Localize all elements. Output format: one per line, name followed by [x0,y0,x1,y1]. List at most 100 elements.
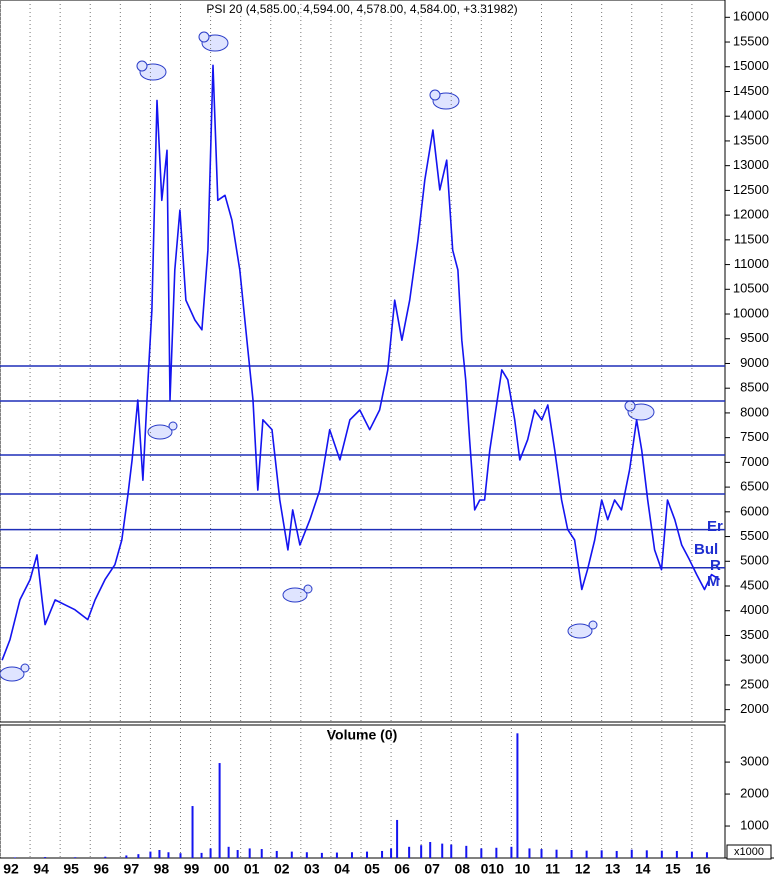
x-tick-label: 95 [63,861,79,877]
y-tick-label: 2000 [740,785,769,800]
x-tick-label: 06 [394,861,410,877]
x-tick-label: 08 [454,861,470,877]
bull-icon [147,421,178,440]
x-tick-label: 10 [515,861,531,877]
annotation: Er [707,518,723,535]
y-tick-label: 8500 [740,380,769,395]
y-tick-label: 7000 [740,454,769,469]
volume-bar [585,850,588,858]
volume-bar [227,846,230,858]
x-tick-label: 04 [334,861,350,877]
bear-icon [429,89,460,110]
y-tick-label: 14500 [733,83,769,98]
volume-bar [660,850,663,858]
bear-icon [136,60,167,81]
volume-bar [305,852,308,858]
volume-bar [630,849,633,858]
volume-bar [510,846,513,858]
x-tick-label: 13 [605,861,621,877]
volume-bar [149,851,152,858]
volume-bar [528,848,531,858]
bear-icon [198,31,229,52]
y-tick-label: 2000 [740,701,769,716]
volume-bar [191,806,194,858]
volume-bar [420,845,423,858]
y-tick-label: 1000 [740,817,769,832]
y-tick-label: 15000 [733,58,769,73]
x-tick-label: 14 [635,861,651,877]
y-tick-label: 2500 [740,676,769,691]
bear-icon [624,400,655,421]
x-tick-label: 00 [214,861,230,877]
volume-bar [690,851,693,858]
volume-bar [600,850,603,858]
price-line [1,64,721,661]
y-tick-label: 4500 [740,577,769,592]
y-tick-label: 5000 [740,553,769,568]
volume-bar [260,849,263,858]
y-tick-label: 9000 [740,355,769,370]
volume-bar [137,854,140,858]
y-tick-label: 9500 [740,330,769,345]
y-tick-label: 10500 [733,281,769,296]
price-panel [0,0,726,723]
y-tick-label: 11500 [734,231,769,246]
volume-unit: x1000 [734,846,764,858]
x-tick-label: 010 [481,861,505,877]
x-tick-label: 97 [124,861,140,877]
volume-bar [335,852,338,858]
x-tick-label: 16 [695,861,711,877]
volume-bar [236,850,239,858]
volume-bar [320,852,323,858]
volume-bar [408,846,411,858]
volume-bar [540,849,543,858]
volume-bar [495,847,498,858]
y-tick-label: 7500 [740,429,769,444]
volume-bar [615,850,618,858]
y-tick-label: 3000 [740,754,769,769]
volume-bar [480,848,483,858]
volume-bar [74,857,77,858]
volume-title: Volume (0) [327,727,398,743]
volume-bar [570,850,573,858]
volume-bar [350,852,353,858]
annotation: Bul [694,541,718,558]
volume-bar [14,857,17,858]
x-tick-label: 02 [274,861,290,877]
volume-bar [200,852,203,858]
volume-bar [645,850,648,858]
x-tick-label: 07 [424,861,440,877]
y-tick-label: 10000 [733,305,769,320]
y-tick-label: 3500 [740,627,769,642]
volume-bar [218,763,221,858]
volume-bar [555,849,558,858]
x-tick-label: 92 [3,861,19,877]
y-tick-label: 4000 [740,602,769,617]
bull-icon [282,584,313,603]
x-tick-label: 99 [184,861,200,877]
y-tick-label: 12500 [733,182,769,197]
y-tick-label: 5500 [740,528,769,543]
x-tick-label: 05 [364,861,380,877]
annotation: R [710,557,721,574]
x-tick-label: 98 [154,861,170,877]
volume-bar [450,844,453,858]
volume-bar [441,843,444,858]
volume-panel [0,724,726,859]
x-tick-label: 96 [93,861,109,877]
volume-bar [381,850,384,858]
volume-bar [167,852,170,858]
volume-bar [705,852,708,858]
x-tick-label: 01 [244,861,260,877]
volume-bar [516,733,519,858]
y-tick-label: 12000 [733,207,769,222]
volume-bar [429,842,432,858]
volume-bar [158,850,161,858]
chart-title: PSI 20 (4,585.00, 4,594.00, 4,578.00, 4,… [206,2,517,16]
x-tick-label: 15 [665,861,681,877]
volume-bar [104,856,107,858]
volume-bar [44,857,47,858]
y-tick-label: 3000 [740,652,769,667]
volume-bar [209,848,212,858]
